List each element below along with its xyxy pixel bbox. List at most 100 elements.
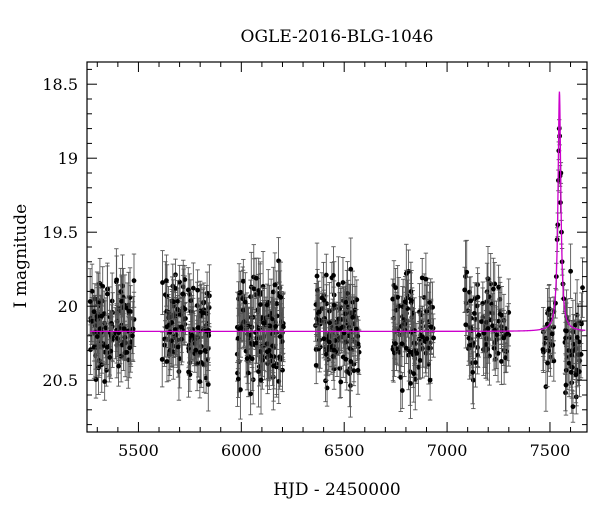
data-point	[126, 308, 132, 314]
data-point	[258, 377, 264, 383]
data-point	[473, 360, 478, 365]
data-point	[109, 321, 114, 326]
data-point	[414, 351, 420, 356]
data-point	[343, 299, 349, 305]
data-point	[331, 273, 336, 278]
data-point	[402, 299, 408, 305]
data-point	[431, 335, 436, 341]
data-point	[91, 344, 97, 350]
data-point	[182, 277, 188, 282]
data-point	[119, 298, 125, 304]
data-point	[563, 328, 569, 334]
data-point	[351, 368, 357, 374]
data-point	[240, 278, 246, 284]
data-point	[408, 349, 413, 355]
data-point	[466, 335, 472, 341]
data-point	[390, 296, 396, 302]
data-point	[326, 339, 332, 345]
data-point	[108, 348, 114, 354]
data-point	[323, 378, 328, 384]
data-point	[563, 390, 568, 396]
data-point	[197, 379, 203, 385]
data-point	[319, 295, 325, 301]
data-point	[279, 339, 285, 344]
data-point	[175, 298, 181, 304]
data-point	[179, 324, 185, 330]
x-tick-label: 6500	[324, 441, 365, 460]
data-point	[316, 309, 322, 315]
data-point	[248, 391, 254, 397]
data-point	[570, 404, 576, 410]
data-point	[481, 330, 487, 336]
data-point	[116, 363, 121, 369]
data-point	[462, 287, 468, 293]
data-point	[330, 354, 336, 359]
data-point	[264, 349, 270, 355]
data-point	[468, 342, 474, 348]
data-point	[350, 314, 356, 320]
data-point	[205, 382, 211, 387]
data-point	[392, 341, 398, 347]
data-point	[203, 375, 209, 381]
data-point	[166, 322, 172, 328]
data-point	[313, 362, 319, 368]
model-curve	[90, 91, 586, 333]
data-point	[257, 349, 263, 354]
data-point	[238, 387, 243, 393]
data-point	[395, 294, 401, 300]
data-point	[505, 331, 510, 336]
data-point	[468, 298, 474, 304]
data-point	[345, 291, 350, 296]
data-point	[114, 277, 120, 283]
data-point	[251, 286, 257, 292]
data-point	[204, 290, 210, 296]
data-point	[494, 332, 500, 338]
data-point	[428, 324, 434, 330]
data-point	[280, 323, 286, 329]
data-point	[255, 309, 261, 315]
data-point	[278, 294, 284, 300]
data-point	[130, 326, 136, 332]
data-point	[245, 370, 251, 376]
data-point	[107, 354, 113, 360]
data-point	[235, 376, 241, 382]
data-point	[267, 323, 273, 329]
y-axis-label: I magnitude	[11, 204, 31, 308]
data-point	[483, 342, 489, 347]
data-point	[355, 367, 361, 373]
data-point	[269, 316, 275, 322]
data-point	[416, 336, 422, 342]
data-point	[546, 307, 552, 313]
data-point	[343, 356, 349, 362]
data-point	[119, 342, 125, 348]
data-point	[470, 369, 476, 375]
data-point	[412, 328, 417, 333]
data-point	[121, 326, 127, 332]
data-point	[399, 388, 405, 393]
data-point	[353, 326, 359, 332]
data-point	[423, 276, 429, 282]
data-point	[180, 291, 186, 297]
data-point	[102, 379, 108, 384]
data-point	[260, 315, 266, 321]
data-point	[545, 360, 550, 366]
data-point	[464, 269, 470, 275]
data-point	[476, 332, 482, 338]
data-point	[87, 299, 93, 304]
data-point	[280, 367, 285, 373]
data-point	[89, 288, 95, 294]
data-point	[338, 379, 344, 385]
data-point	[190, 285, 196, 291]
data-point	[277, 334, 283, 339]
data-point	[272, 282, 278, 288]
data-point	[540, 347, 546, 352]
data-point	[569, 353, 575, 358]
data-point	[354, 297, 360, 303]
data-point	[416, 364, 421, 370]
data-point	[396, 303, 402, 309]
data-point	[99, 313, 105, 319]
data-point	[478, 319, 484, 325]
data-point	[127, 345, 133, 351]
data-point	[408, 289, 414, 294]
